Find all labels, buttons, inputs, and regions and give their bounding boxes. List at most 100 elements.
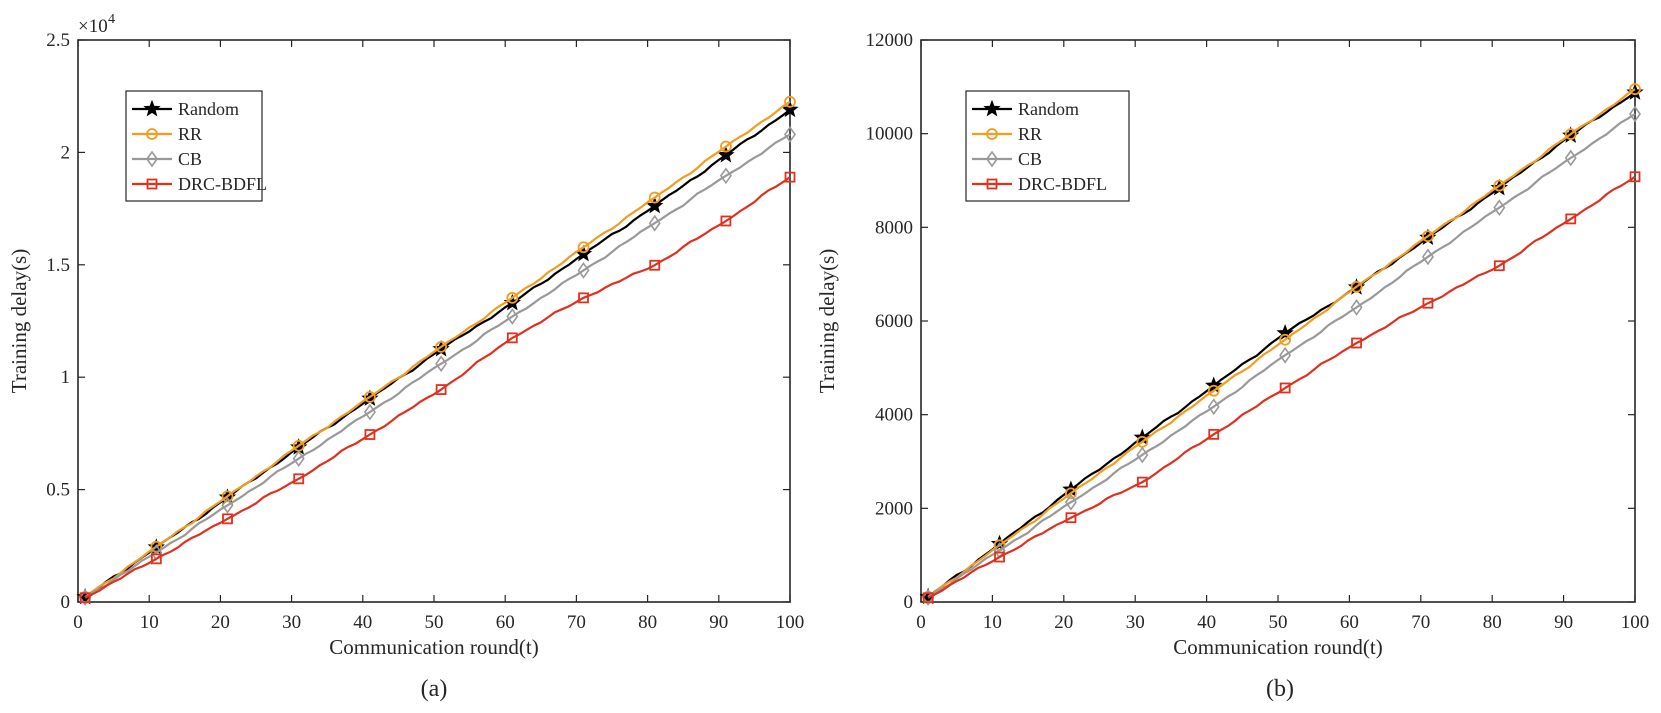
data-point-drc-bdfl	[784, 171, 796, 183]
y-tick-label: 12000	[866, 30, 914, 51]
series-drc-bdfl	[922, 171, 1641, 604]
y-tick-label: 2000	[875, 498, 913, 519]
data-point-rr	[1422, 230, 1434, 243]
x-tick-label: 90	[1554, 612, 1573, 633]
legend-marker	[986, 178, 998, 190]
data-point-drc-bdfl	[1629, 171, 1641, 183]
x-tick-label: 10	[140, 612, 159, 633]
data-point-cb	[1629, 105, 1641, 123]
data-point-cb	[1493, 199, 1506, 217]
y-tick-label: 0.5	[46, 480, 70, 501]
panel-caption: (b)	[1266, 676, 1294, 702]
data-point-drc-bdfl	[435, 384, 447, 395]
data-point-drc-bdfl	[994, 551, 1005, 563]
y-tick-label: 0	[904, 592, 914, 613]
legend-marker	[143, 99, 161, 117]
data-point-drc-bdfl	[222, 513, 233, 525]
panel-b: 0 10 20 30 40 50 60 70 80 90 100 0 2000 4000 6000 8000 1…	[815, 30, 1649, 702]
x-tick-label: 20	[211, 612, 230, 633]
legend-marker	[146, 128, 158, 140]
data-point-rr	[435, 340, 448, 353]
data-point-random	[717, 145, 735, 163]
panel-caption: (a)	[421, 676, 448, 702]
data-point-cb	[1421, 248, 1434, 266]
x-tick-label: 0	[916, 612, 926, 633]
data-point-random	[1276, 324, 1294, 341]
x-tick-label: 90	[709, 612, 728, 633]
x-tick-label: 70	[1411, 612, 1430, 633]
x-axis-label: Communication round(t)	[329, 635, 538, 659]
data-point-drc-bdfl	[649, 259, 661, 271]
x-tick-label: 20	[1054, 612, 1073, 633]
data-point-cb	[292, 450, 305, 467]
x-tick-label: 10	[983, 612, 1002, 633]
legend-marker	[986, 150, 998, 168]
y-scale-exponent: 4	[108, 12, 115, 27]
x-tick-label: 70	[567, 612, 586, 633]
data-point-drc-bdfl	[364, 429, 376, 440]
data-point-drc-bdfl	[720, 215, 732, 227]
series-cb	[79, 126, 796, 606]
legend-marker	[146, 178, 158, 190]
data-point-cb	[506, 308, 519, 325]
data-point-cb	[1564, 149, 1577, 167]
data-point-cb	[648, 214, 661, 232]
series-drc-bdfl	[79, 171, 796, 604]
data-point-random	[646, 196, 664, 214]
data-point-rr	[364, 391, 376, 403]
data-point-cb	[1136, 446, 1149, 464]
legend-label: RR	[1018, 124, 1042, 144]
data-point-drc-bdfl	[1351, 337, 1362, 349]
x-tick-label: 80	[1483, 612, 1502, 633]
x-tick-label: 40	[1197, 612, 1216, 633]
data-point-drc-bdfl	[1422, 297, 1434, 309]
data-point-cb	[221, 496, 234, 514]
data-point-drc-bdfl	[1136, 476, 1148, 488]
y-tick-label: 1	[61, 367, 71, 388]
series-line	[84, 176, 791, 599]
x-tick-label: 100	[776, 612, 805, 633]
y-tick-label: 10000	[866, 124, 914, 145]
data-point-drc-bdfl	[1065, 512, 1077, 524]
x-tick-label: 60	[1340, 612, 1359, 633]
y-tick-label: 1.5	[46, 255, 70, 276]
y-tick-label: 0	[61, 592, 71, 613]
data-point-rr	[720, 140, 732, 153]
data-point-rr	[221, 490, 234, 503]
data-point-drc-bdfl	[1208, 428, 1220, 440]
data-point-drc-bdfl	[1279, 382, 1291, 394]
x-tick-label: 30	[1126, 612, 1145, 633]
legend-label: DRC-BDFL	[1018, 174, 1107, 194]
data-point-rr	[784, 95, 796, 108]
legend-label: CB	[178, 149, 202, 169]
data-point-rr	[1564, 128, 1577, 141]
data-point-drc-bdfl	[293, 473, 305, 485]
series-cb	[922, 105, 1641, 606]
data-point-cb	[1279, 346, 1292, 364]
x-tick-label: 0	[73, 612, 83, 633]
x-tick-label: 100	[1621, 612, 1650, 633]
data-point-cb	[363, 403, 376, 421]
data-point-rr	[1065, 487, 1077, 500]
legend: Random RR CB DRC-BDFL	[125, 90, 267, 202]
x-tick-label: 50	[1269, 612, 1288, 633]
x-tick-label: 30	[282, 612, 301, 633]
data-point-rr	[1493, 179, 1506, 192]
data-point-cb	[1350, 299, 1363, 316]
series-rr	[922, 83, 1641, 603]
y-tick-label: 4000	[875, 405, 913, 426]
data-point-cb	[1207, 398, 1220, 416]
data-point-rr	[1279, 333, 1292, 346]
x-tick-label: 40	[353, 612, 372, 633]
legend-marker	[983, 99, 1001, 117]
data-point-rr	[577, 241, 590, 254]
panel-a: 0 10 20 30 40 50 60 70 80 90 100 0 0.5 1 1.5 2 2.5 ×10 4 Co…	[7, 12, 804, 702]
data-point-random	[1205, 376, 1223, 394]
legend-marker	[146, 150, 158, 168]
y-tick-label: 2	[61, 142, 71, 163]
legend-label: Random	[178, 99, 239, 119]
x-tick-label: 80	[638, 612, 657, 633]
data-point-drc-bdfl	[506, 332, 518, 344]
x-axis-label: Communication round(t)	[1173, 635, 1382, 659]
data-point-random	[781, 100, 799, 118]
